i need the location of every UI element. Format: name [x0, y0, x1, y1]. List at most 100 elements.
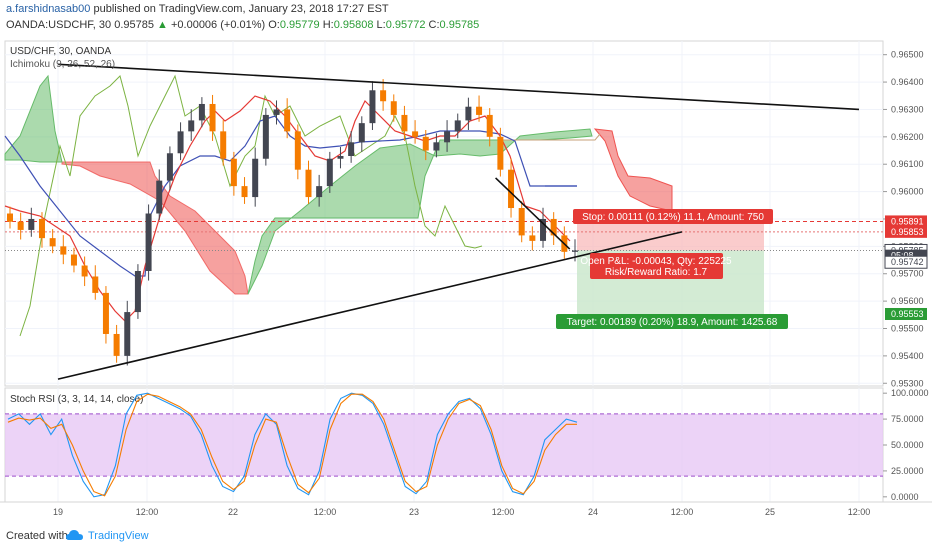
candle — [241, 177, 248, 204]
candle — [369, 81, 376, 130]
tradingview-cloud-icon — [66, 530, 83, 540]
candle — [412, 120, 419, 144]
candle — [316, 174, 323, 207]
candle — [348, 131, 355, 163]
stoch-rsi-title: Stoch RSI (3, 3, 14, 14, close) — [10, 394, 143, 405]
trendline-1 — [57, 63, 860, 111]
candle-body — [390, 101, 397, 115]
price-axis-tag-text: 0.95553 — [891, 309, 924, 319]
candle-body — [284, 109, 291, 132]
price-pane-title: USD/CHF, 30, OANDA — [10, 46, 111, 57]
price-axis-tag: 0.95553 — [885, 307, 927, 320]
candle — [198, 97, 205, 128]
time-tick-label: 12:00 — [314, 507, 337, 517]
candle — [156, 169, 163, 221]
stoch-d-line — [7, 393, 577, 497]
stoch-tick-label: 75.0000 — [891, 414, 924, 424]
time-tick-label: 23 — [409, 507, 419, 517]
candle-body — [550, 218, 557, 236]
price-tick-label: 0.96400 — [891, 77, 924, 87]
candle-body — [188, 120, 195, 132]
candle — [518, 201, 525, 243]
target-label: Target: 0.00189 (0.20%) 18.9, Amount: 14… — [556, 314, 788, 329]
chikou-span-line — [19, 74, 483, 337]
chart-canvas[interactable]: 0.96500 0.96400 0.96300 0.96200 0.96100 0.960… — [0, 36, 932, 522]
candle-body — [294, 131, 301, 170]
pnl-label: Open P&L: -0.00043, Qty: 225225Risk/Rewa… — [580, 253, 732, 279]
created-with-label: Created with — [6, 530, 68, 542]
candle-body — [17, 221, 24, 230]
price-tick-label: 0.96300 — [891, 104, 924, 114]
candle — [145, 204, 152, 281]
ichimoku-label: Ichimoku (9, 26, 52, 26) — [10, 59, 115, 70]
time-tick-label: 19 — [53, 507, 63, 517]
candle-body — [102, 292, 109, 334]
publish-info: published on TradingView.com, January 23… — [93, 3, 389, 15]
candle-body — [369, 90, 376, 124]
candle — [92, 265, 99, 300]
publish-line: a.farshidnasab00 published on TradingVie… — [6, 3, 389, 15]
candle — [102, 286, 109, 344]
price-tick-label: 0.95300 — [891, 378, 924, 388]
price-axis-tag-text: 0.95891 — [891, 216, 924, 226]
candle — [70, 247, 77, 273]
low-label: L: — [376, 19, 386, 31]
candle — [497, 127, 504, 177]
time-tick-label: 25 — [765, 507, 775, 517]
chart-header: a.farshidnasab00 published on TradingVie… — [0, 0, 932, 36]
stoch-tick-label: 100.0000 — [891, 388, 929, 398]
candle-body — [454, 120, 461, 132]
candle — [252, 147, 259, 207]
candle-body — [540, 218, 547, 241]
price-tick-label: 0.96500 — [891, 50, 924, 60]
price-axis-tag: 0.95891 — [885, 215, 927, 228]
high-label: H: — [322, 19, 334, 31]
candle — [166, 146, 173, 191]
candle — [540, 207, 547, 248]
up-triangle-icon: ▲ — [157, 19, 168, 31]
candle — [230, 151, 237, 196]
price-tick-label: 0.95700 — [891, 269, 924, 279]
candle-body — [7, 213, 13, 222]
candle-body — [348, 142, 355, 156]
candle — [7, 206, 13, 229]
time-tick-label: 12:00 — [848, 507, 871, 517]
candle-body — [220, 131, 227, 159]
candle — [177, 122, 184, 161]
candle-body — [358, 123, 365, 143]
price-tick-label: 0.95500 — [891, 324, 924, 334]
author-link[interactable]: a.farshidnasab00 — [6, 3, 91, 15]
time-tick-label: 24 — [588, 507, 598, 517]
candle-body — [305, 169, 312, 198]
candle-body — [497, 136, 504, 170]
price-axis-tag: 0.95853 — [885, 225, 927, 238]
stop-loss-zone — [577, 221, 764, 251]
trendline-3 — [495, 177, 571, 250]
candle-body — [92, 276, 99, 293]
candle-body — [262, 114, 269, 159]
candle-body — [241, 186, 248, 198]
footer: Created with TradingView — [0, 522, 932, 550]
price-pane[interactable]: 0.96500 0.96400 0.96300 0.96200 0.96100 0.960… — [4, 40, 928, 388]
candle-body — [422, 136, 429, 151]
candle-body — [60, 246, 67, 255]
candle-body — [476, 106, 483, 115]
candle-body — [433, 142, 440, 151]
high-value: 0.95808 — [333, 19, 374, 31]
candle — [444, 120, 451, 152]
open-label: O: — [268, 19, 280, 31]
price-tick-label: 0.95600 — [891, 296, 924, 306]
candle-body — [134, 271, 141, 313]
candle — [124, 300, 131, 366]
price-axis-tag-text: 0.95742 — [891, 257, 924, 267]
tradingview-brand-link[interactable]: TradingView — [88, 530, 149, 542]
stoch-rsi-pane[interactable]: 100.0000 75.0000 50.0000 25.0000 0.0000 Stoch… — [4, 387, 929, 503]
candle-body — [412, 131, 419, 137]
time-axis[interactable]: 19 12:00 22 12:00 23 12:00 24 12:00 25 12:00 — [0, 501, 932, 517]
stoch-tick-label: 50.0000 — [891, 440, 924, 450]
ohlc-line: OANDA:USDCHF, 30 0.95785 ▲ +0.00006 (+0.… — [6, 19, 479, 31]
candle-body — [38, 218, 45, 239]
candle — [28, 207, 35, 237]
candle — [262, 108, 269, 166]
candle-body — [70, 254, 77, 266]
